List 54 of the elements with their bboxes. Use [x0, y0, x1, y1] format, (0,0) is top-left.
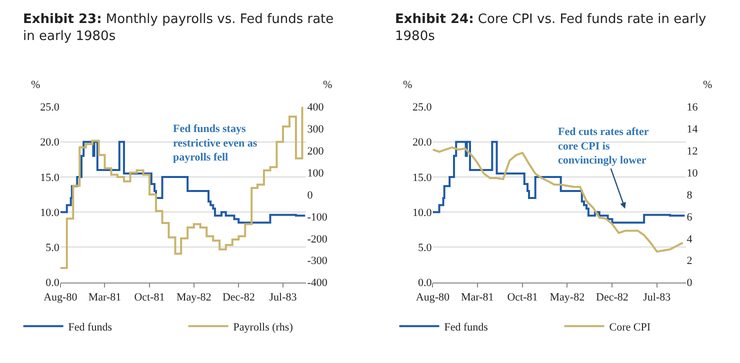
x-tick-label: Jul-83	[643, 291, 672, 304]
y-tick-label: 25.0	[412, 102, 432, 114]
y-tick-label: 10.0	[412, 206, 432, 219]
y2-tick-label: -200	[307, 233, 328, 246]
y2-tick-label: 400	[307, 102, 324, 114]
y2-tick-label: 300	[307, 124, 324, 136]
y2-tick-label: 200	[307, 146, 324, 158]
chart-title: Exhibit 24: Core CPI vs. Fed funds rate in early 1980s	[395, 12, 706, 44]
legend-label: Payrolls (rhs)	[233, 321, 294, 334]
y-tick-label: 5.0	[46, 242, 60, 254]
y-tick-label: 0.0	[418, 277, 432, 290]
y-tick-label: 20.0	[40, 136, 60, 149]
y-tick-label: 0.0	[46, 277, 60, 290]
x-tick-label: Mar-81	[88, 291, 122, 304]
x-tick-label: Aug-80	[44, 291, 78, 304]
y2-tick-label: -100	[307, 211, 328, 224]
y2-tick-label: 10	[686, 167, 698, 180]
y-axis-title: %	[403, 79, 412, 91]
y2-axis-title: %	[323, 79, 332, 91]
y-axis-title: %	[31, 79, 40, 91]
y2-tick-label: -400	[307, 277, 328, 290]
y2-tick-label: 6	[686, 211, 693, 224]
legend-label: Fed funds	[68, 321, 112, 334]
x-tick-label: Jul-83	[269, 291, 298, 304]
y-tick-label: 15.0	[40, 172, 60, 184]
y2-tick-label: 4	[686, 233, 693, 246]
x-tick-label: Dec-82	[596, 291, 628, 304]
y2-tick-label: 0	[307, 189, 314, 202]
annotation: Fed funds stays restrictive even as payrolls fell	[173, 123, 258, 164]
y2-tick-label: 0	[686, 277, 693, 290]
y2-tick-label: 100	[307, 167, 324, 180]
y2-tick-label: 8	[686, 189, 693, 202]
chart-title: Exhibit 23: Monthly payrolls vs. Fed funds rate in early 1980s	[23, 12, 334, 44]
annotation: Fed cuts rates after core CPI is convincingly lower	[558, 126, 649, 167]
y-tick-label: 25.0	[40, 102, 60, 114]
legend-label: Fed funds	[444, 321, 488, 334]
y-tick-label: 20.0	[412, 136, 432, 149]
x-tick-label: May-82	[176, 291, 212, 304]
x-tick-label: May-82	[550, 291, 585, 304]
y2-tick-label: 12	[686, 146, 698, 158]
x-tick-label: Oct-81	[507, 291, 538, 304]
x-tick-label: Oct-81	[134, 291, 165, 304]
y2-tick-label: 16	[686, 102, 698, 114]
y2-tick-label: 14	[686, 124, 698, 136]
y-tick-label: 10.0	[40, 206, 60, 219]
x-tick-label: Aug-80	[416, 291, 450, 304]
legend-label: Core CPI	[609, 321, 651, 334]
x-tick-label: Mar-81	[461, 291, 494, 304]
y2-axis-title: %	[703, 79, 712, 91]
y2-tick-label: 2	[686, 255, 692, 268]
y2-tick-label: -300	[307, 255, 328, 268]
y-tick-label: 15.0	[412, 172, 432, 184]
x-tick-label: Dec-82	[222, 291, 255, 304]
y-tick-label: 5.0	[418, 242, 432, 254]
